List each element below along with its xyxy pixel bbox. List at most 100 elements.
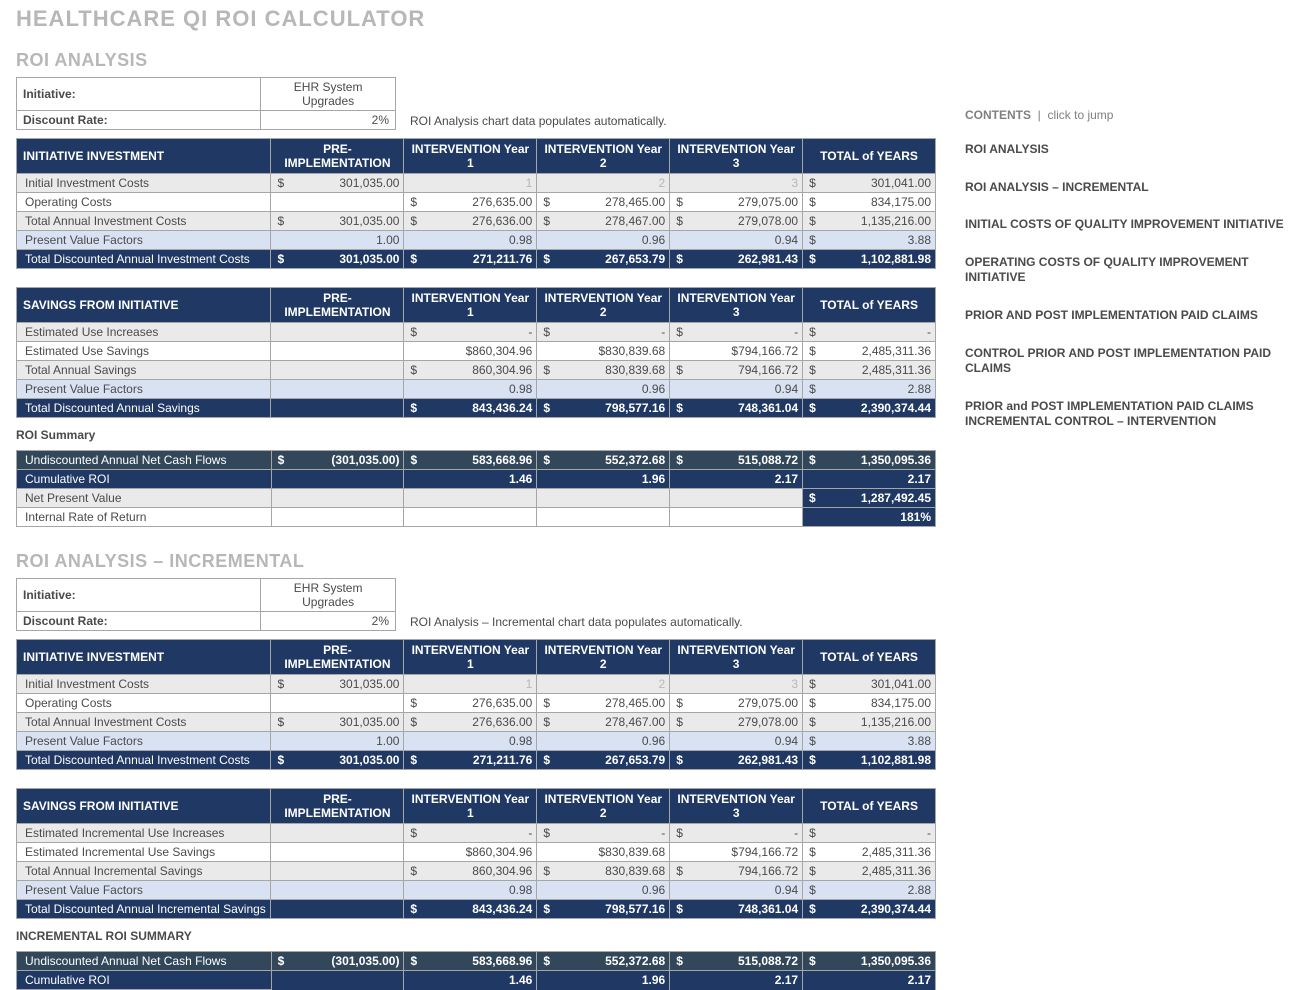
table-row: Total Discounted Annual Investment Costs… bbox=[17, 751, 936, 770]
table-row: Initial Investment Costs$301,035.00123$3… bbox=[17, 174, 936, 193]
contents-link[interactable]: ROI ANALYSIS – INCREMENTAL bbox=[965, 180, 1305, 196]
initiative-label: Initiative: bbox=[17, 78, 261, 111]
col-header: SAVINGS FROM INITIATIVE bbox=[17, 288, 271, 323]
col-header: INTERVENTION Year 3 bbox=[670, 640, 803, 675]
row-label: Initial Investment Costs bbox=[17, 174, 271, 193]
cell: $2,485,311.36 bbox=[803, 843, 936, 862]
initiative-value: EHR System Upgrades bbox=[261, 579, 396, 612]
cell: 1.96 bbox=[537, 470, 670, 489]
cell: $301,041.00 bbox=[803, 675, 936, 694]
data-table: SAVINGS FROM INITIATIVEPRE-IMPLEMENTATIO… bbox=[16, 287, 936, 418]
cell: $- bbox=[670, 323, 803, 342]
cell bbox=[271, 862, 404, 881]
cell bbox=[271, 900, 404, 919]
cell bbox=[271, 342, 404, 361]
table-row: Total Annual Incremental Savings $860,304… bbox=[17, 862, 936, 881]
col-header: INTERVENTION Year 2 bbox=[537, 640, 670, 675]
discount-value: 2% bbox=[261, 111, 396, 130]
cell bbox=[271, 470, 404, 489]
table-row: Total Discounted Annual Investment Costs… bbox=[17, 250, 936, 269]
cell: $515,088.72 bbox=[670, 952, 803, 971]
cell: 1 bbox=[404, 174, 537, 193]
cell: $267,653.79 bbox=[537, 250, 670, 269]
cell: $- bbox=[404, 323, 537, 342]
cell bbox=[537, 508, 670, 527]
row-label: Total Discounted Annual Savings bbox=[17, 399, 271, 418]
contents-link[interactable]: PRIOR and POST IMPLEMENTATION PAID CLAIM… bbox=[965, 399, 1305, 430]
cell: $271,211.76 bbox=[404, 250, 537, 269]
cell: $301,035.00 bbox=[271, 713, 404, 732]
cell: $278,467.00 bbox=[537, 212, 670, 231]
table-row: Estimated Incremental Use Savings$860,30… bbox=[17, 843, 936, 862]
page-title: HEALTHCARE QI ROI CALCULATOR bbox=[16, 6, 1315, 32]
cell: 1.00 bbox=[271, 231, 404, 250]
section2-params: Initiative:EHR System Upgrades Discount … bbox=[16, 578, 396, 631]
col-header: INTERVENTION Year 1 bbox=[404, 640, 537, 675]
col-header: INTERVENTION Year 2 bbox=[537, 288, 670, 323]
cell bbox=[404, 489, 537, 508]
row-label: Internal Rate of Return bbox=[17, 508, 272, 527]
cell: $2,390,374.44 bbox=[803, 399, 936, 418]
cell: $830,839.68 bbox=[537, 342, 670, 361]
cell: 0.94 bbox=[670, 380, 803, 399]
table-row: Estimated Use Increases$-$-$-$- bbox=[17, 323, 936, 342]
cell: $830,839.68 bbox=[537, 361, 670, 380]
section1-title: ROI ANALYSIS bbox=[16, 50, 1315, 71]
cell: 2.17 bbox=[803, 971, 936, 990]
cell: 0.98 bbox=[404, 231, 537, 250]
table-row: Present Value Factors1.000.980.960.94$3.… bbox=[17, 732, 936, 751]
cell: $301,035.00 bbox=[271, 212, 404, 231]
cell: $- bbox=[537, 323, 670, 342]
row-label: Total Annual Incremental Savings bbox=[17, 862, 271, 881]
cell: $2,390,374.44 bbox=[803, 900, 936, 919]
section1-caption: ROI Analysis chart data populates automa… bbox=[410, 114, 667, 130]
contents-link[interactable]: PRIOR AND POST IMPLEMENTATION PAID CLAIM… bbox=[965, 308, 1305, 324]
cell bbox=[271, 971, 404, 990]
col-header: SAVINGS FROM INITIATIVE bbox=[17, 789, 271, 824]
row-label: Total Annual Investment Costs bbox=[17, 713, 271, 732]
table-row: Present Value Factors0.980.960.94$2.88 bbox=[17, 881, 936, 900]
contents-link[interactable]: CONTROL PRIOR AND POST IMPLEMENTATION PA… bbox=[965, 346, 1305, 377]
cell: $- bbox=[803, 824, 936, 843]
cell: 1 bbox=[404, 675, 537, 694]
cell bbox=[670, 508, 803, 527]
table-row: Initial Investment Costs$301,035.00123$3… bbox=[17, 675, 936, 694]
cell: 0.96 bbox=[537, 732, 670, 751]
row-label: Initial Investment Costs bbox=[17, 675, 271, 694]
cell: $262,981.43 bbox=[670, 751, 803, 770]
col-header: INTERVENTION Year 1 bbox=[404, 288, 537, 323]
inc-roi-summary-title: INCREMENTAL ROI SUMMARY bbox=[16, 929, 1315, 943]
cell: $830,839.68 bbox=[537, 862, 670, 881]
cell: 0.96 bbox=[537, 380, 670, 399]
cell: 0.94 bbox=[670, 231, 803, 250]
table-row: Total Annual Investment Costs$301,035.00… bbox=[17, 212, 936, 231]
cell: $278,467.00 bbox=[537, 713, 670, 732]
cell: 2.17 bbox=[803, 470, 936, 489]
cell: 2.17 bbox=[670, 971, 803, 990]
data-table: INITIATIVE INVESTMENTPRE-IMPLEMENTATIONI… bbox=[16, 138, 936, 269]
row-label: Present Value Factors bbox=[17, 231, 271, 250]
row-label: Cumulative ROI bbox=[17, 470, 272, 489]
cell: $860,304.96 bbox=[404, 862, 537, 881]
contents-link[interactable]: INITIAL COSTS OF QUALITY IMPROVEMENT INI… bbox=[965, 217, 1305, 233]
cell: $301,035.00 bbox=[271, 751, 404, 770]
cell: $860,304.96 bbox=[404, 361, 537, 380]
row-label: Undiscounted Annual Net Cash Flows bbox=[17, 451, 272, 470]
cell bbox=[271, 824, 404, 843]
cell: $301,041.00 bbox=[803, 174, 936, 193]
cell: $583,668.96 bbox=[404, 952, 537, 971]
cell: 3 bbox=[670, 174, 803, 193]
cell: $3.88 bbox=[803, 732, 936, 751]
cell: $301,035.00 bbox=[271, 174, 404, 193]
discount-value: 2% bbox=[261, 612, 396, 631]
row-label: Estimated Incremental Use Increases bbox=[17, 824, 271, 843]
cell: $748,361.04 bbox=[670, 399, 803, 418]
contents-link[interactable]: OPERATING COSTS OF QUALITY IMPROVEMENT I… bbox=[965, 255, 1305, 286]
cell: $1,287,492.45 bbox=[803, 489, 936, 508]
row-label: Total Discounted Annual Incremental Savi… bbox=[17, 900, 271, 919]
cell: $798,577.16 bbox=[537, 399, 670, 418]
cell: $262,981.43 bbox=[670, 250, 803, 269]
cell: $279,078.00 bbox=[670, 713, 803, 732]
contents-link[interactable]: ROI ANALYSIS bbox=[965, 142, 1305, 158]
table-row: Net Present Value$1,287,492.45 bbox=[17, 489, 936, 508]
